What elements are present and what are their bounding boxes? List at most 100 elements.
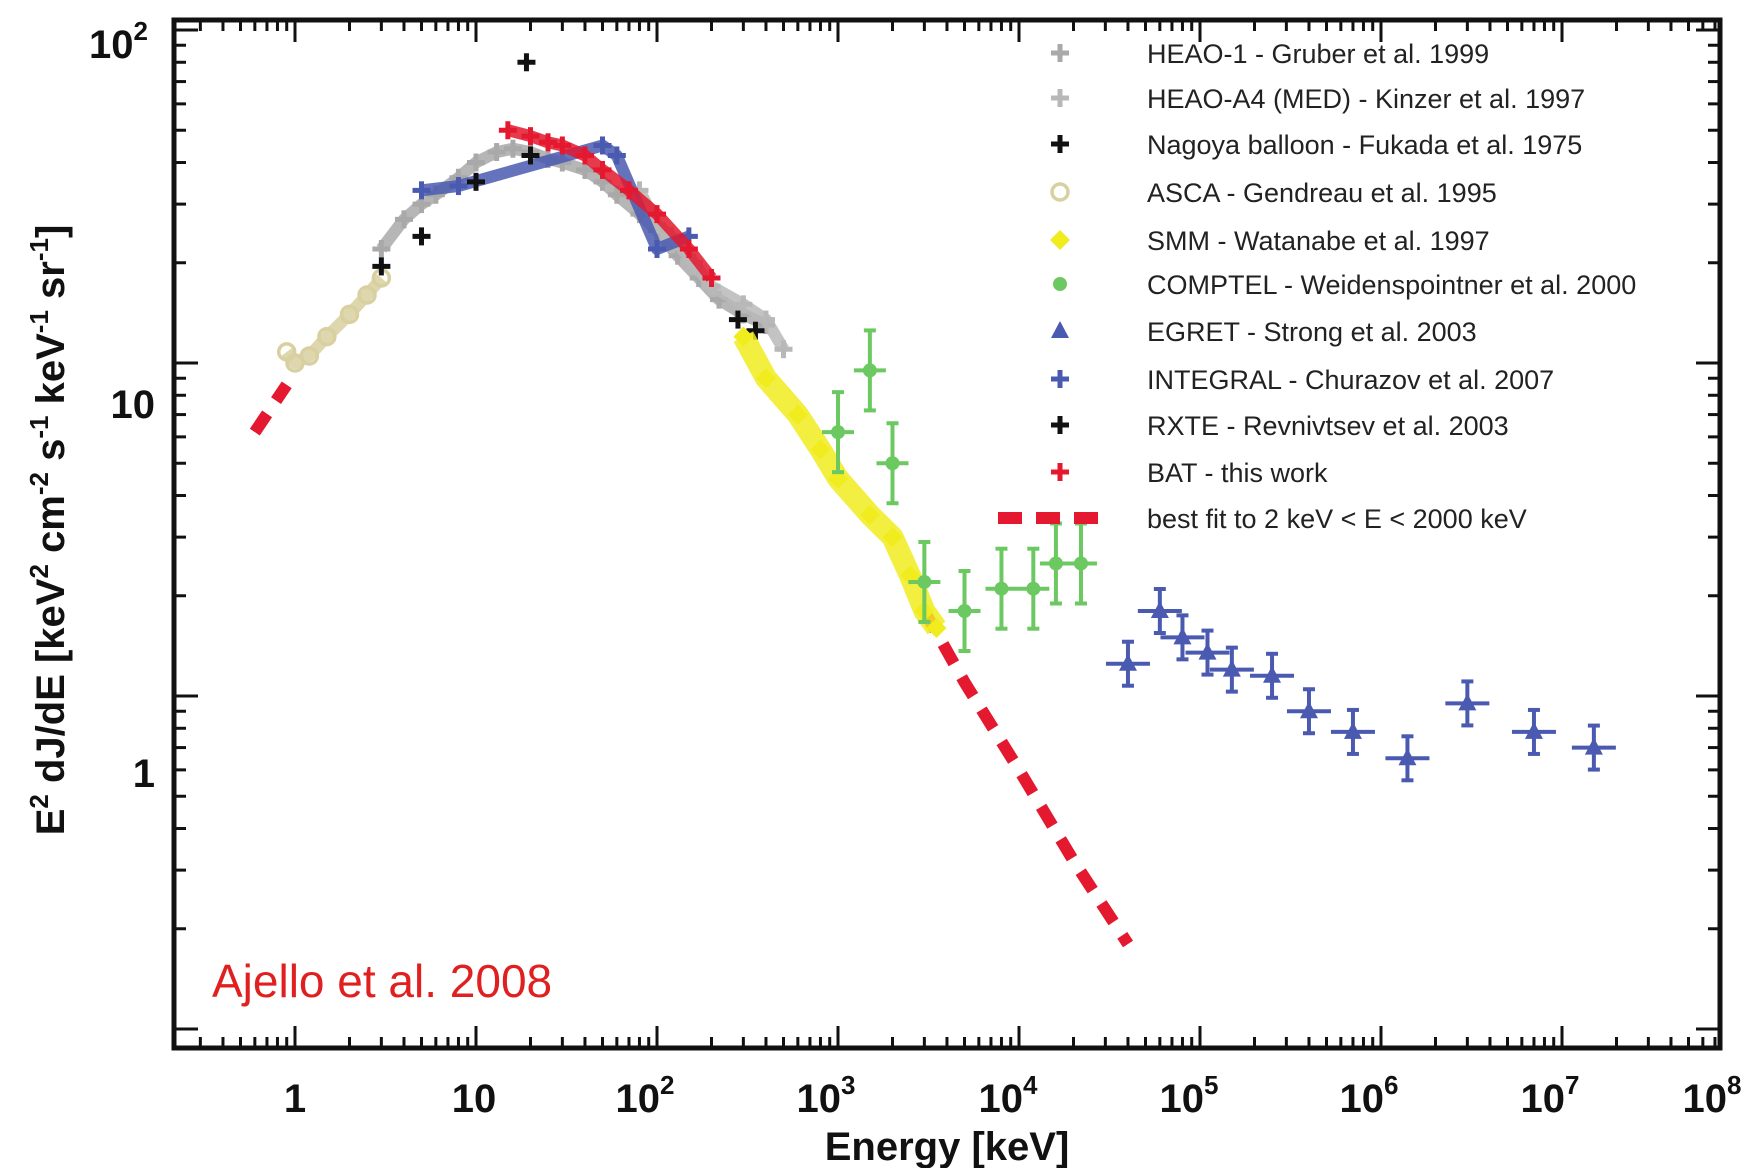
marker-diamond bbox=[859, 504, 880, 525]
series-band bbox=[281, 274, 386, 369]
x-tick-label: 1 bbox=[284, 1077, 306, 1121]
series-band bbox=[733, 331, 946, 635]
legend-symbol bbox=[1051, 370, 1069, 388]
marker-triangle bbox=[1118, 653, 1137, 671]
marker-circle bbox=[339, 304, 360, 325]
marker-triangle bbox=[1584, 737, 1603, 755]
marker-dot bbox=[1073, 556, 1088, 571]
legend-entry: best fit to 2 keV < E < 2000 keV bbox=[998, 504, 1527, 534]
x-tick-label: 102 bbox=[616, 1070, 675, 1121]
marker-diamond bbox=[926, 618, 947, 639]
y-tick-label: 10 bbox=[111, 383, 156, 427]
legend-symbol bbox=[1053, 277, 1067, 291]
marker-triangle bbox=[1343, 721, 1362, 739]
legend-symbol bbox=[1051, 463, 1069, 481]
series-5 bbox=[822, 328, 1097, 653]
legend-label: Nagoya balloon - Fukada et al. 1975 bbox=[1147, 130, 1582, 160]
marker-dot bbox=[917, 574, 932, 589]
series-9 bbox=[498, 121, 721, 287]
marker-circle bbox=[1050, 182, 1070, 202]
fit-line-segment bbox=[919, 608, 1134, 948]
legend-label: BAT - this work bbox=[1147, 458, 1328, 488]
marker-dot bbox=[957, 603, 972, 618]
legend-entry: ASCA - Gendreau et al. 1995 bbox=[1050, 178, 1497, 208]
x-axis-title: Energy [keV] bbox=[825, 1125, 1070, 1168]
marker-triangle bbox=[1263, 665, 1282, 683]
marker-circle bbox=[357, 285, 377, 305]
legend-symbol bbox=[1051, 321, 1069, 338]
legend-label: SMM - Watanabe et al. 1997 bbox=[1147, 226, 1490, 256]
marker-dot bbox=[1026, 581, 1041, 596]
marker-triangle bbox=[1458, 693, 1477, 711]
x-tick-label: 108 bbox=[1683, 1070, 1742, 1121]
marker-dot bbox=[862, 363, 877, 378]
legend-entry: HEAO-1 - Gruber et al. 1999 bbox=[1051, 39, 1489, 69]
legend-entry: INTEGRAL - Churazov et al. 2007 bbox=[1051, 365, 1554, 395]
marker-diamond bbox=[810, 439, 831, 460]
marker-diamond bbox=[787, 404, 808, 425]
y-tick-label: 102 bbox=[89, 16, 148, 67]
x-tick-labels: 1 10 102 103 104 105 106 107 108 bbox=[284, 1070, 1742, 1121]
x-tick-label: 107 bbox=[1521, 1070, 1580, 1121]
legend-entry: HEAO-A4 (MED) - Kinzer et al. 1997 bbox=[1051, 84, 1585, 114]
legend-label: best fit to 2 keV < E < 2000 keV bbox=[1147, 504, 1527, 534]
marker-diamond bbox=[733, 326, 754, 347]
legend-entry: COMPTEL - Weidenspointner et al. 2000 bbox=[1053, 270, 1636, 300]
fit-line-layer bbox=[249, 381, 1134, 948]
marker-dot bbox=[885, 456, 900, 471]
series-6 bbox=[1105, 586, 1616, 783]
legend-label: HEAO-1 - Gruber et al. 1999 bbox=[1147, 39, 1489, 69]
legend-label: RXTE - Revnivtsev et al. 2003 bbox=[1147, 411, 1509, 441]
x-tick-label: 104 bbox=[979, 1070, 1039, 1121]
marker-dot bbox=[994, 581, 1009, 596]
legend-symbol bbox=[1050, 230, 1070, 250]
x-tick-label: 106 bbox=[1340, 1070, 1399, 1121]
y-tick-labels: 102 10 1 bbox=[89, 16, 155, 796]
legend-symbol bbox=[1051, 416, 1069, 434]
legend-entry: EGRET - Strong et al. 2003 bbox=[1051, 317, 1477, 347]
x-tick-label: 10 bbox=[452, 1077, 497, 1121]
legend-label: ASCA - Gendreau et al. 1995 bbox=[1147, 178, 1497, 208]
marker-circle bbox=[299, 346, 320, 366]
marker-triangle bbox=[1198, 642, 1217, 660]
marker-triangle bbox=[1524, 721, 1543, 739]
legend-entry: BAT - this work bbox=[1051, 458, 1328, 488]
marker-triangle bbox=[1051, 321, 1069, 338]
marker-triangle bbox=[1398, 748, 1417, 766]
legend-symbol bbox=[1051, 135, 1069, 153]
legend-symbol bbox=[1050, 182, 1070, 202]
legend: HEAO-1 - Gruber et al. 1999 HEAO-A4 (MED… bbox=[998, 39, 1636, 534]
series-8 bbox=[372, 146, 540, 276]
marker-triangle bbox=[1173, 627, 1192, 645]
y-tick-label: 1 bbox=[133, 752, 155, 796]
legend-label: COMPTEL - Weidenspointner et al. 2000 bbox=[1147, 270, 1636, 300]
x-tick-label: 103 bbox=[797, 1070, 856, 1121]
legend-symbol bbox=[1051, 44, 1069, 62]
legend-entry: Nagoya balloon - Fukada et al. 1975 bbox=[1051, 130, 1582, 160]
marker-triangle bbox=[1150, 600, 1169, 618]
marker-diamond bbox=[882, 527, 903, 548]
marker-triangle bbox=[1222, 659, 1241, 677]
legend-label: INTEGRAL - Churazov et al. 2007 bbox=[1147, 365, 1554, 395]
y-axis-title: E2 dJ/dE [keV2 cm-2 s-1 keV-1 sr-1] bbox=[24, 225, 73, 836]
citation-annotation: Ajello et al. 2008 bbox=[212, 955, 552, 1007]
legend-entry: RXTE - Revnivtsev et al. 2003 bbox=[1051, 411, 1509, 441]
marker-diamond bbox=[1050, 230, 1070, 250]
series-band bbox=[506, 124, 717, 282]
legend-entry: SMM - Watanabe et al. 1997 bbox=[1050, 226, 1490, 256]
x-tick-label: 105 bbox=[1160, 1070, 1219, 1121]
series-3 bbox=[276, 268, 392, 373]
fit-line-segment bbox=[249, 381, 292, 436]
marker-triangle bbox=[1299, 701, 1318, 719]
axis-ticks bbox=[174, 20, 1720, 1048]
marker-dot bbox=[1053, 277, 1067, 291]
legend-symbol bbox=[1051, 89, 1069, 107]
marker-diamond bbox=[755, 368, 776, 389]
series-layer bbox=[276, 53, 1616, 783]
marker-dot bbox=[831, 425, 845, 440]
marker-circle bbox=[317, 326, 337, 347]
legend-label: HEAO-A4 (MED) - Kinzer et al. 1997 bbox=[1147, 84, 1585, 114]
marker-dot bbox=[1048, 556, 1063, 571]
